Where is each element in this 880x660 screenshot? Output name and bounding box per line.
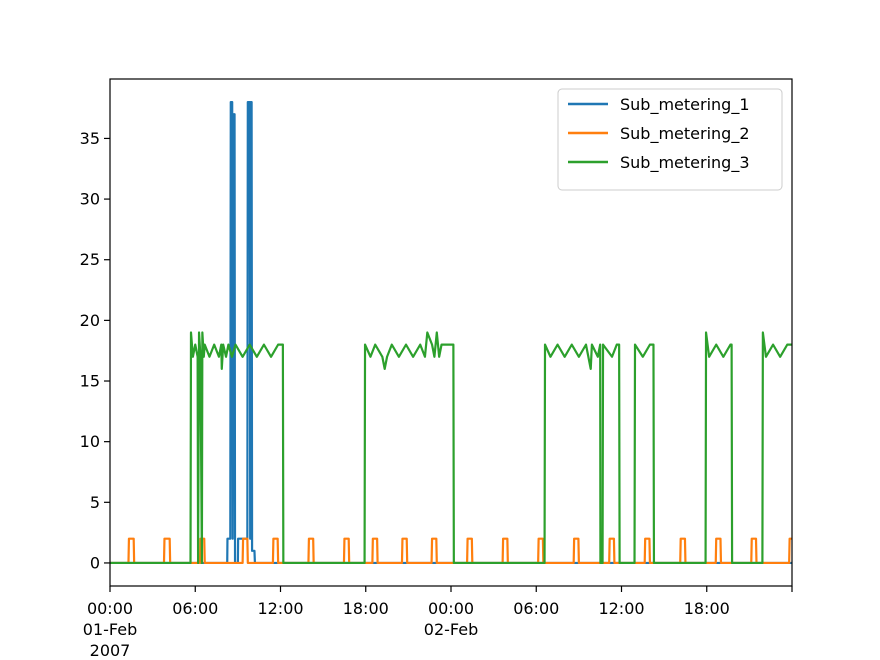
x-tick-label: 2007 (90, 641, 131, 660)
series-line-sub-metering-3 (110, 331, 792, 565)
x-axis: 00:00 01-Feb 2007 06:00 12:00 18:00 00:00 02-Fe… (83, 586, 793, 660)
legend-label: Sub_metering_1 (620, 95, 750, 115)
legend-frame (557, 88, 783, 191)
y-tick-label: 5 (90, 493, 100, 512)
x-tick-label: 06:00 (513, 599, 559, 618)
y-tick-label: 20 (80, 311, 100, 330)
x-tick-label: 00:00 (87, 599, 133, 618)
series-line-sub-metering-1 (110, 100, 792, 565)
legend-label: Sub_metering_2 (620, 124, 750, 144)
y-tick-label: 30 (80, 190, 100, 209)
x-tick-label: 06:00 (172, 599, 218, 618)
series-layer (110, 100, 792, 565)
legend: Sub_metering_1 Sub_metering_2 Sub_metering… (557, 88, 783, 191)
x-tick-label: 02-Feb (424, 620, 478, 639)
y-tick-label: 25 (80, 250, 100, 269)
series-line-sub-metering-2 (110, 537, 792, 565)
x-tick-label: 12:00 (257, 599, 303, 618)
x-tick-label: 12:00 (598, 599, 644, 618)
x-tick-label: 00:00 (428, 599, 474, 618)
x-tick-label: 18:00 (343, 599, 389, 618)
x-tick-label: 18:00 (684, 599, 730, 618)
y-tick-label: 15 (80, 372, 100, 391)
x-tick-label: 01-Feb (83, 620, 137, 639)
y-tick-label: 35 (80, 129, 100, 148)
y-tick-label: 0 (90, 553, 100, 572)
y-axis: 0 5 10 15 20 25 30 35 (80, 129, 110, 572)
legend-label: Sub_metering_3 (620, 153, 750, 173)
y-tick-label: 10 (80, 432, 100, 451)
